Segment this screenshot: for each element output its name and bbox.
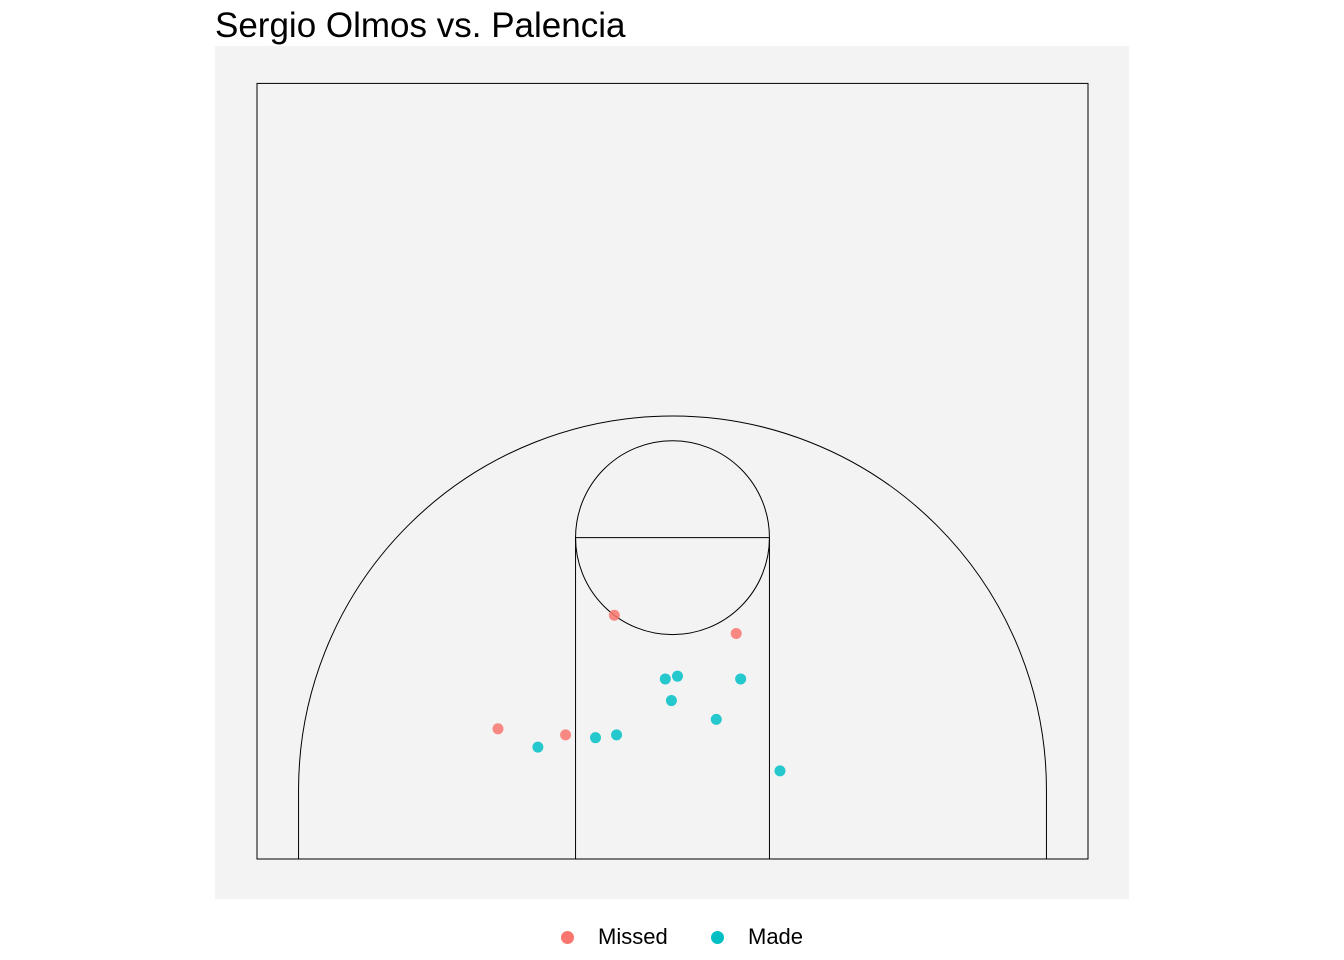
legend-key-missed (561, 930, 574, 944)
three-point-line (298, 415, 1047, 859)
shot-point-missed-2 (730, 628, 742, 640)
shot-point-missed-1 (608, 609, 620, 621)
free-throw-circle (575, 440, 770, 636)
shot-point-made-7 (589, 732, 601, 744)
legend-item-missed: Missed (561, 920, 668, 954)
legend: Missed Made (0, 920, 1344, 954)
shot-point-missed-3 (492, 723, 504, 735)
shot-point-made-1 (659, 673, 671, 685)
court-boundary (256, 82, 1089, 860)
key-lane (575, 537, 770, 859)
shot-points (492, 609, 786, 777)
shot-point-missed-4 (560, 729, 572, 741)
shot-point-made-8 (611, 729, 623, 741)
legend-label-made: Made (748, 924, 804, 949)
court-lines (256, 82, 1089, 860)
shot-point-made-5 (710, 713, 722, 725)
shot-point-made-2 (671, 670, 683, 682)
legend-label-missed: Missed (598, 924, 668, 949)
plot-panel (215, 46, 1129, 899)
legend-item-made: Made (711, 920, 803, 954)
shot-point-made-3 (735, 673, 747, 685)
shot-point-made-9 (774, 765, 786, 777)
shot-point-made-4 (665, 695, 677, 707)
legend-key-made (711, 930, 724, 944)
shot-point-made-6 (532, 741, 544, 753)
chart-title: Sergio Olmos vs. Palencia (215, 6, 626, 45)
